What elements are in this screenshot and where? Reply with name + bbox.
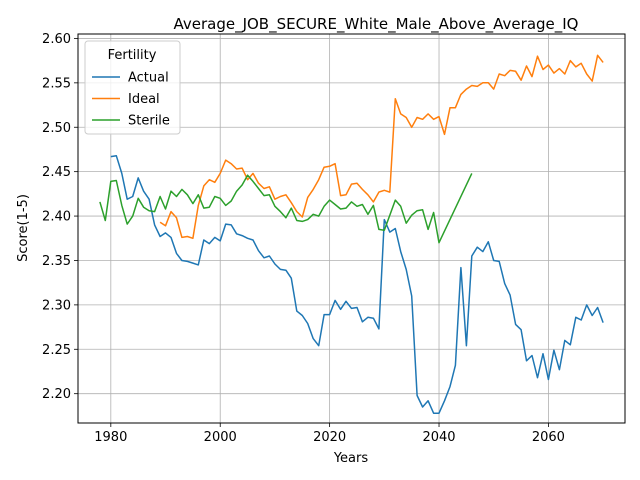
x-tick-label: 1980 [94, 430, 127, 445]
series-line-sterile [99, 173, 473, 244]
x-tick-label: 2040 [422, 430, 455, 445]
legend-title: Fertility [108, 48, 157, 63]
y-tick-label: 2.55 [42, 76, 71, 91]
x-tick-label: 2000 [204, 430, 237, 445]
legend-label-actual: Actual [128, 71, 169, 86]
axis-ticks: 1980 2000 2020 2040 2060 2.20 2.25 2.30 2.35 2.40… [42, 32, 565, 445]
legend-label-ideal: Ideal [128, 92, 160, 107]
x-axis-label: Years [333, 451, 369, 466]
series-line-ideal [159, 54, 604, 240]
y-tick-label: 2.30 [42, 298, 71, 313]
series-points-ideal [160, 55, 604, 239]
y-tick-label: 2.45 [42, 165, 71, 180]
legend-label-sterile: Sterile [128, 114, 170, 129]
y-tick-label: 2.50 [42, 121, 71, 136]
series-lines [99, 54, 604, 414]
legend-entries: Actual Ideal Sterile [92, 71, 170, 129]
legend-box [84, 40, 181, 135]
series-points-actual [110, 155, 604, 414]
y-tick-label: 2.25 [42, 343, 71, 358]
grid-lines [78, 34, 625, 423]
plot-frame [77, 33, 626, 424]
y-tick-label: 2.20 [42, 387, 71, 402]
x-tick-label: 2020 [313, 430, 346, 445]
chart-title: Average_JOB_SECURE_White_Male_Above_Aver… [173, 15, 578, 34]
y-tick-label: 2.60 [42, 32, 71, 47]
y-tick-label: 2.35 [42, 254, 71, 269]
x-tick-label: 2060 [532, 430, 565, 445]
y-tick-label: 2.40 [42, 210, 71, 225]
legend: Fertility Actual Ideal Sterile [84, 40, 181, 135]
y-axis-label: Score(1-5) [16, 194, 31, 262]
series-points-sterile [99, 173, 472, 243]
